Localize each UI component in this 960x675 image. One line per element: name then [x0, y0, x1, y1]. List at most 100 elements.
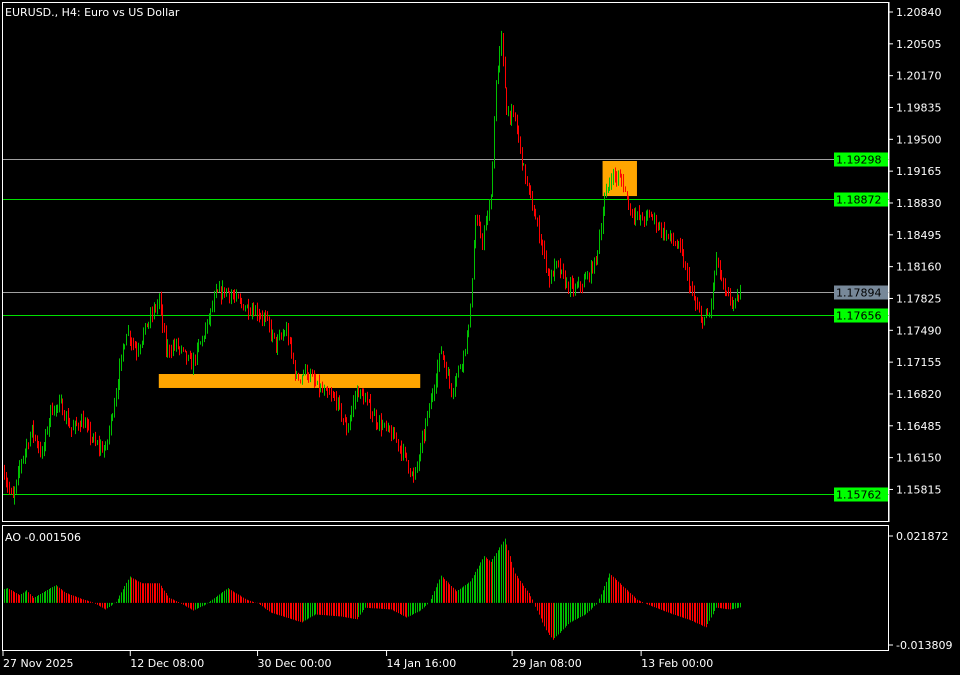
candle-body	[678, 242, 679, 247]
candle-body	[695, 298, 696, 305]
candle-body	[104, 449, 105, 452]
candle-body	[518, 130, 519, 139]
candle-body	[470, 306, 471, 325]
candle-body	[377, 424, 378, 427]
candle-body	[637, 212, 638, 215]
candle-body	[329, 393, 330, 395]
candle-body	[584, 279, 585, 287]
candle-body	[463, 350, 464, 366]
candle-body	[391, 431, 392, 439]
candle-body	[560, 264, 561, 274]
candle-body	[659, 225, 660, 228]
candle-body	[575, 287, 576, 291]
candle-body	[713, 283, 714, 303]
candle-body	[608, 187, 609, 190]
candle-body	[694, 291, 695, 299]
candle-body	[123, 348, 124, 355]
price-axis[interactable]: 1.20840 1.20505 1.20170 1.19835 1.19500 1.191…	[888, 2, 942, 522]
candle-body	[449, 373, 450, 384]
candle-body	[19, 467, 20, 472]
candle-body	[283, 334, 284, 337]
candle-body	[654, 216, 655, 218]
candle-body	[673, 240, 674, 243]
candle-body	[515, 112, 516, 119]
candle-body	[64, 414, 65, 419]
candle-body	[570, 282, 571, 291]
candle-body	[200, 342, 201, 345]
candle-body	[272, 333, 273, 337]
candle-body	[566, 282, 567, 287]
candle-body	[379, 420, 380, 427]
candle-body	[443, 351, 444, 358]
candle-body	[374, 414, 375, 416]
candle-body	[350, 418, 351, 426]
candle-body	[394, 431, 395, 439]
candle-body	[198, 344, 199, 347]
candle-body	[639, 212, 640, 219]
candle-body	[248, 305, 249, 314]
price-tick-label: 1.19500	[896, 133, 942, 146]
time-axis[interactable]: 27 Nov 2025 12 Dec 08:00 30 Dec 00:00 14 Ja…	[2, 651, 713, 670]
candle-body	[76, 422, 77, 425]
candle-body	[453, 390, 454, 395]
candle-body	[274, 333, 275, 338]
candle-body	[634, 215, 635, 219]
level-label-box	[834, 487, 888, 502]
candle-body	[365, 398, 366, 403]
candle-body	[513, 110, 514, 113]
candle-body	[406, 452, 407, 461]
candle-body	[219, 288, 220, 292]
candle-body	[664, 228, 665, 238]
candle-body	[592, 264, 593, 272]
candle-body	[217, 290, 218, 292]
candle-body	[472, 278, 473, 307]
candle-body	[702, 317, 703, 325]
level-label: 1.19298	[836, 154, 882, 167]
level-label: 1.17656	[836, 310, 882, 323]
candle-body	[656, 216, 657, 227]
candle-body	[6, 477, 7, 484]
candle-body	[216, 290, 217, 297]
candle-body	[92, 438, 93, 440]
candle-body	[505, 59, 506, 89]
candle-body	[544, 247, 545, 253]
candle-body	[174, 345, 175, 347]
candle-body	[448, 373, 449, 376]
candle-body	[9, 486, 10, 490]
candle-body	[315, 381, 316, 385]
candle-body	[699, 307, 700, 313]
candle-body	[241, 300, 242, 305]
candle-body	[179, 347, 180, 349]
candle-body	[252, 309, 253, 314]
candle-body	[735, 299, 736, 303]
candle-body	[572, 282, 573, 284]
candle-body	[83, 417, 84, 428]
candle-body	[451, 383, 452, 395]
candle-body	[565, 274, 566, 287]
candle-body	[591, 264, 592, 279]
candle-body	[517, 118, 518, 131]
candle-body	[627, 191, 628, 197]
candle-body	[652, 216, 653, 218]
candle-body	[549, 271, 550, 283]
candle-body	[553, 272, 554, 277]
candle-body	[26, 444, 27, 451]
candle-body	[436, 380, 437, 389]
candle-body	[320, 387, 321, 391]
candle-body	[635, 214, 636, 219]
candle-body	[620, 175, 621, 177]
candle-body	[542, 242, 543, 248]
candle-body	[537, 219, 538, 223]
candle-body	[107, 440, 108, 445]
candle-body	[420, 445, 421, 459]
candle-body	[733, 302, 734, 305]
candle-body	[441, 351, 442, 354]
candle-body	[259, 315, 260, 317]
price-tick-label: 1.19165	[896, 165, 942, 178]
price-tick-label: 1.20505	[896, 38, 942, 51]
candle-body	[336, 397, 337, 406]
candle-body	[61, 400, 62, 402]
candle-body	[611, 180, 612, 183]
candle-body	[623, 179, 624, 190]
